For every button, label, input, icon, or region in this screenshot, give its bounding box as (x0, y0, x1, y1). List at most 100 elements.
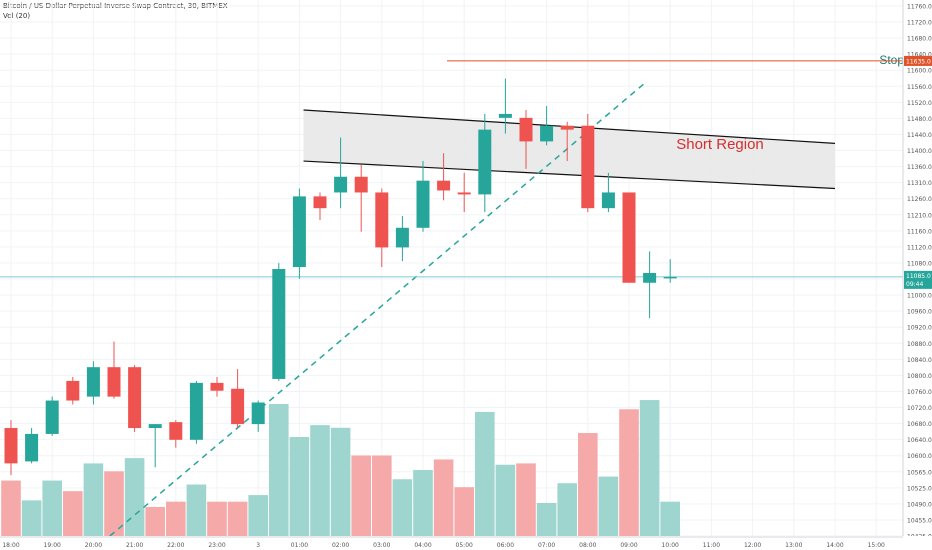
price-tick-label: 10565.0 (907, 469, 932, 476)
candle-body (622, 192, 636, 283)
time-tick-label: 08:00 (579, 542, 596, 549)
volume-bar (433, 459, 454, 536)
volume-bar (63, 491, 83, 536)
volume-indicator-label: Vol (20) (3, 12, 31, 20)
price-tick-label: 11210.0 (907, 212, 932, 219)
candle-body (519, 117, 533, 142)
candle-body (272, 269, 286, 379)
candle-body (210, 382, 224, 391)
price-tick-label: 10640.0 (907, 437, 932, 444)
candle-body (457, 192, 471, 195)
candle-body (354, 176, 368, 193)
volume-bar (186, 484, 207, 536)
volume-bar (124, 458, 145, 536)
time-tick-label: 09:00 (620, 542, 637, 549)
stop-label: Stop (879, 53, 904, 67)
time-tick-label: 04:00 (414, 542, 431, 549)
price-tick-label: 10455.0 (907, 517, 932, 524)
price-tick-label: 10490.0 (907, 501, 932, 508)
candle-body (437, 180, 451, 191)
volume-bar (289, 437, 310, 536)
volume-bar (660, 501, 680, 536)
time-tick-label: 07:00 (538, 542, 555, 549)
volume-bar (413, 470, 433, 536)
price-tick-label: 10525.0 (907, 485, 932, 492)
price-tick-label: 10600.0 (907, 453, 932, 460)
candle-body (560, 125, 574, 130)
price-tick-label: 11680.0 (907, 36, 932, 43)
candle-body (169, 422, 183, 440)
price-tick-label: 11120.0 (907, 244, 932, 251)
price-tick-label: 11720.0 (907, 20, 932, 27)
volume-bar (495, 464, 516, 536)
volume-bar (454, 487, 474, 536)
candle-body (251, 402, 265, 425)
price-tick-label: 11560.0 (907, 84, 932, 91)
time-tick-label: 23:00 (208, 542, 225, 549)
price-tick-label: 11520.0 (907, 100, 932, 107)
time-tick-label: 20:00 (85, 542, 102, 549)
price-tick-label: 11260.0 (907, 196, 932, 203)
price-tick-label: 10840.0 (907, 357, 932, 364)
volume-bar (166, 501, 186, 536)
time-tick-label: 12:00 (744, 542, 761, 549)
time-axis-panel (0, 536, 932, 550)
time-tick-label: 22:00 (167, 542, 184, 549)
price-tick-label: 10960.0 (907, 309, 932, 316)
price-tick-label: 11480.0 (907, 116, 932, 123)
candle-body (231, 388, 245, 425)
time-tick-label: 21:00 (126, 542, 143, 549)
candle-body (189, 382, 203, 440)
candle-body (540, 125, 554, 142)
volume-bar (269, 404, 289, 536)
price-tick-label: 11000.0 (907, 293, 932, 300)
volume-bar (42, 480, 62, 536)
volume-bar (536, 503, 557, 536)
candle-body (643, 272, 657, 283)
candle-body (66, 380, 80, 401)
price-tick-label: 11160.0 (907, 228, 932, 235)
candle-body (148, 424, 162, 429)
volume-bar (557, 483, 577, 536)
short-region-label: Short Region (676, 136, 764, 153)
volume-bar (21, 500, 42, 536)
short-region-lower-line (303, 160, 836, 190)
candle-body (395, 227, 409, 248)
price-tick-label: 10880.0 (907, 341, 932, 348)
time-tick-label: 15:00 (868, 542, 885, 549)
volume-bar (145, 506, 165, 536)
candle-body (601, 192, 615, 209)
candle-body (45, 400, 59, 434)
time-tick-label: 02:00 (332, 542, 349, 549)
time-tick-label: 03:00 (373, 542, 390, 549)
price-tick-label: 11640.0 (907, 52, 932, 59)
volume-bar (372, 455, 392, 536)
volume-bar (310, 425, 330, 536)
volume-bar (475, 411, 495, 536)
short-region-band (303, 110, 835, 189)
stop-price-tag-text: 11635.0 (906, 58, 931, 65)
stop-price-tag (904, 55, 932, 66)
volume-bar (639, 400, 660, 536)
candle-body (581, 125, 595, 209)
price-tick-label: 10720.0 (907, 405, 932, 412)
price-tick-label: 11760.0 (907, 4, 932, 11)
time-tick-label: 06:00 (497, 542, 514, 549)
price-tick-label: 10680.0 (907, 421, 932, 428)
candle-body (416, 180, 430, 228)
volume-bar (619, 409, 639, 536)
price-tick-label: 11600.0 (907, 68, 932, 75)
volume-bar (578, 433, 598, 536)
volume-bar (516, 463, 536, 536)
ascending-trendline (109, 81, 646, 537)
volume-bar (330, 427, 351, 536)
candle-body (498, 113, 512, 118)
candle-body (334, 176, 348, 193)
time-tick-label: 18:00 (2, 542, 19, 549)
candle-body (25, 433, 39, 462)
price-tick-label: 11310.0 (907, 180, 932, 187)
candle-body (292, 196, 306, 268)
volume-bar (598, 476, 619, 536)
candle-body (107, 367, 121, 397)
